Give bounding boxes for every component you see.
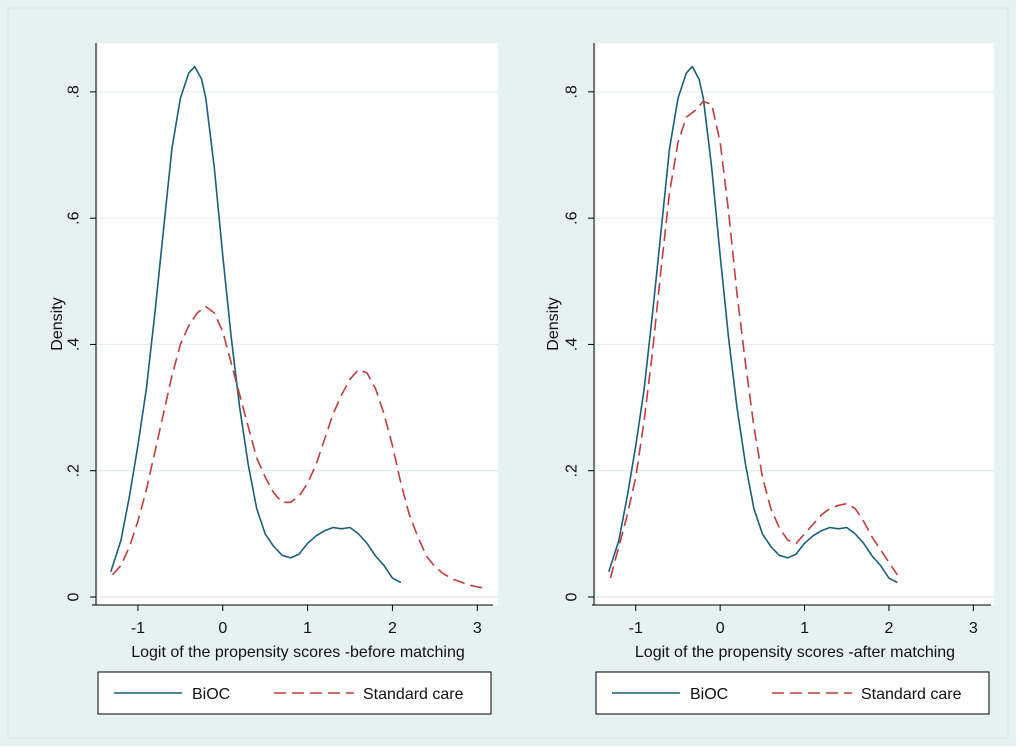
x-tick-label: 1 [303,620,312,637]
x-tick-label: 3 [969,620,978,637]
legend-label-standard-care: Standard care [861,686,962,703]
legend-label-standard-care: Standard care [363,686,464,703]
y-tick-label: .2 [66,464,83,477]
x-axis-title: Logit of the propensity scores -before m… [131,644,465,661]
plot-area [596,43,994,605]
x-tick-label: -1 [629,620,643,637]
x-axis-title: Logit of the propensity scores -after ma… [635,644,955,661]
x-tick-label: 3 [473,620,482,637]
plot-area [98,43,498,605]
y-tick-label: .6 [66,211,83,224]
y-tick-label: 0 [564,592,581,601]
chart-panel-1: 0 .2 .4 .6 .8 -1 0 1 2 3 Density Logit of the prope… [49,43,498,715]
y-tick-label: .8 [564,85,581,98]
y-tick-label: .2 [564,464,581,477]
y-axis-title: Density [49,297,66,350]
series-line-bioc [110,65,402,584]
x-tick-label: 0 [716,620,725,637]
x-tick-label: 1 [800,620,809,637]
chart-panel-2: 0 .2 .4 .6 .8 -1 0 1 2 3 Density Logit of the prope… [545,43,994,715]
y-tick-label: .4 [564,338,581,351]
series-line-bioc [608,65,898,584]
x-tick-label: 0 [218,620,227,637]
legend-label-bioc: BiOC [690,686,728,703]
x-tick-label: -1 [131,620,145,637]
y-tick-label: .6 [564,211,581,224]
y-tick-label: .8 [66,85,83,98]
x-tick-label: 2 [884,620,893,637]
y-axis-title: Density [545,297,562,350]
series-line-standard-care [111,305,486,589]
y-tick-label: 0 [66,592,83,601]
y-tick-label: .4 [66,338,83,351]
legend-label-bioc: BiOC [192,686,230,703]
x-tick-label: 2 [388,620,397,637]
